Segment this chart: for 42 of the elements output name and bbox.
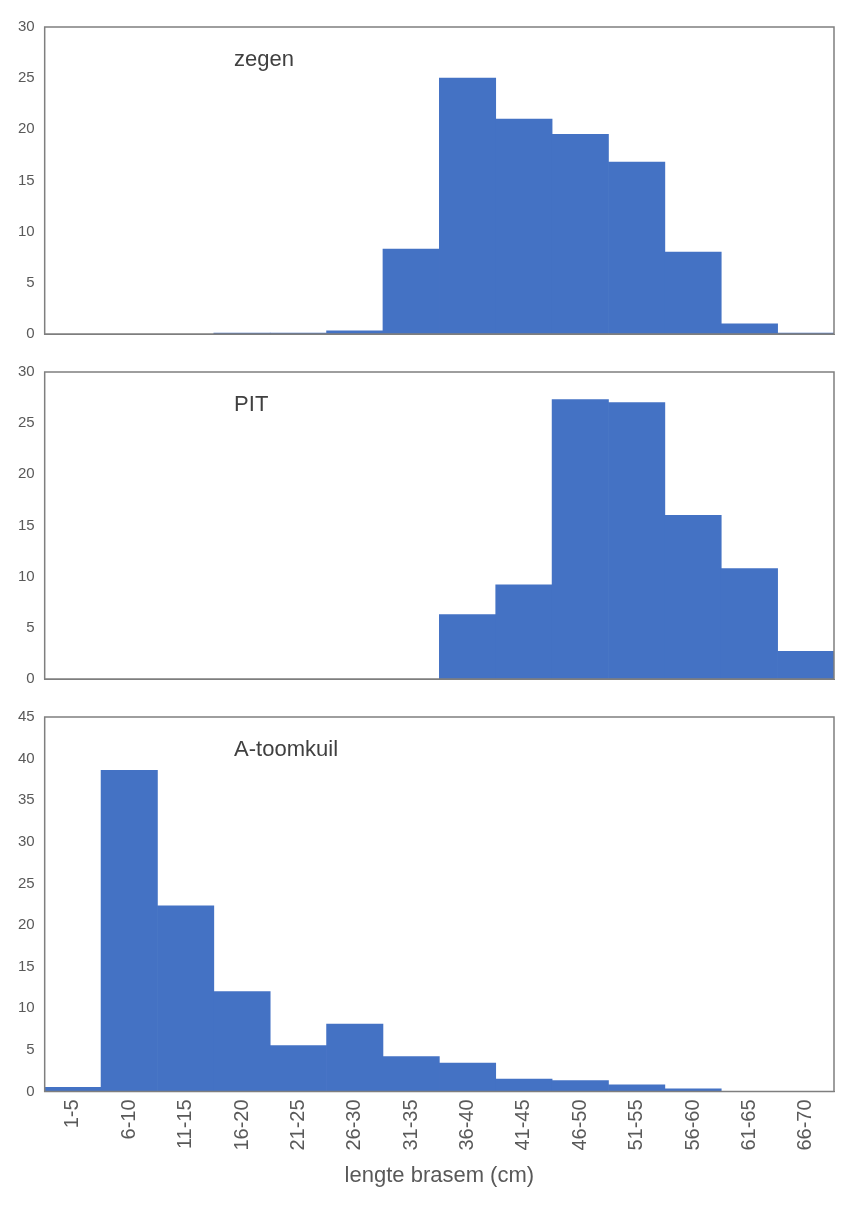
y-tick-label: 15	[18, 170, 35, 188]
y-tick-label: 45	[18, 707, 35, 725]
x-tick-label: 51-55	[624, 1099, 647, 1151]
y-tick-label: 30	[18, 831, 35, 849]
y-tick-label: 5	[26, 617, 35, 635]
text: A-toomkuil	[234, 736, 339, 762]
x-tick-label: 1-5	[60, 1099, 83, 1129]
y-tick-label: 30	[18, 362, 35, 380]
y-tick-label: 20	[18, 915, 35, 933]
y-tick-label: 0	[26, 324, 35, 342]
y-tick-label: 0	[26, 669, 35, 687]
x-tick-label: 26-30	[342, 1099, 365, 1151]
y-tick-label: 10	[18, 566, 35, 584]
text: zegen	[234, 46, 295, 72]
y-tick-label: 0	[26, 1081, 35, 1099]
y-tick-label: 10	[18, 998, 35, 1016]
x-tick-label: 31-35	[398, 1099, 421, 1151]
y-tick-label: 35	[18, 790, 35, 808]
x-tick-label: 16-20	[229, 1099, 252, 1151]
x-tick-label: 6-10	[116, 1099, 139, 1140]
x-tick-label: 41-45	[511, 1099, 534, 1151]
y-tick-label: 25	[18, 413, 35, 431]
y-tick-label: 40	[18, 748, 35, 766]
x-axis-title: lengte brasem (cm)	[344, 1161, 535, 1187]
x-tick-label: 61-65	[736, 1099, 759, 1151]
y-tick-label: 30	[18, 17, 35, 35]
x-tick-label: 46-50	[567, 1099, 590, 1151]
y-tick-label: 25	[18, 873, 35, 891]
y-tick-label: 5	[26, 1039, 35, 1057]
y-tick-label: 25	[18, 68, 35, 86]
x-tick-label: 56-60	[680, 1099, 703, 1151]
y-tick-label: 15	[18, 956, 35, 974]
y-tick-label: 20	[18, 464, 35, 482]
y-tick-label: 20	[18, 119, 35, 137]
y-tick-label: 10	[18, 221, 35, 239]
x-tick-label: 36-40	[455, 1099, 478, 1151]
x-tick-label: 11-15	[173, 1099, 196, 1150]
x-tick-label: 21-25	[285, 1099, 308, 1151]
text: PIT	[234, 391, 269, 417]
x-tick-label: 66-70	[793, 1099, 816, 1151]
y-tick-label: 15	[18, 515, 35, 533]
y-tick-label: 5	[26, 272, 35, 290]
